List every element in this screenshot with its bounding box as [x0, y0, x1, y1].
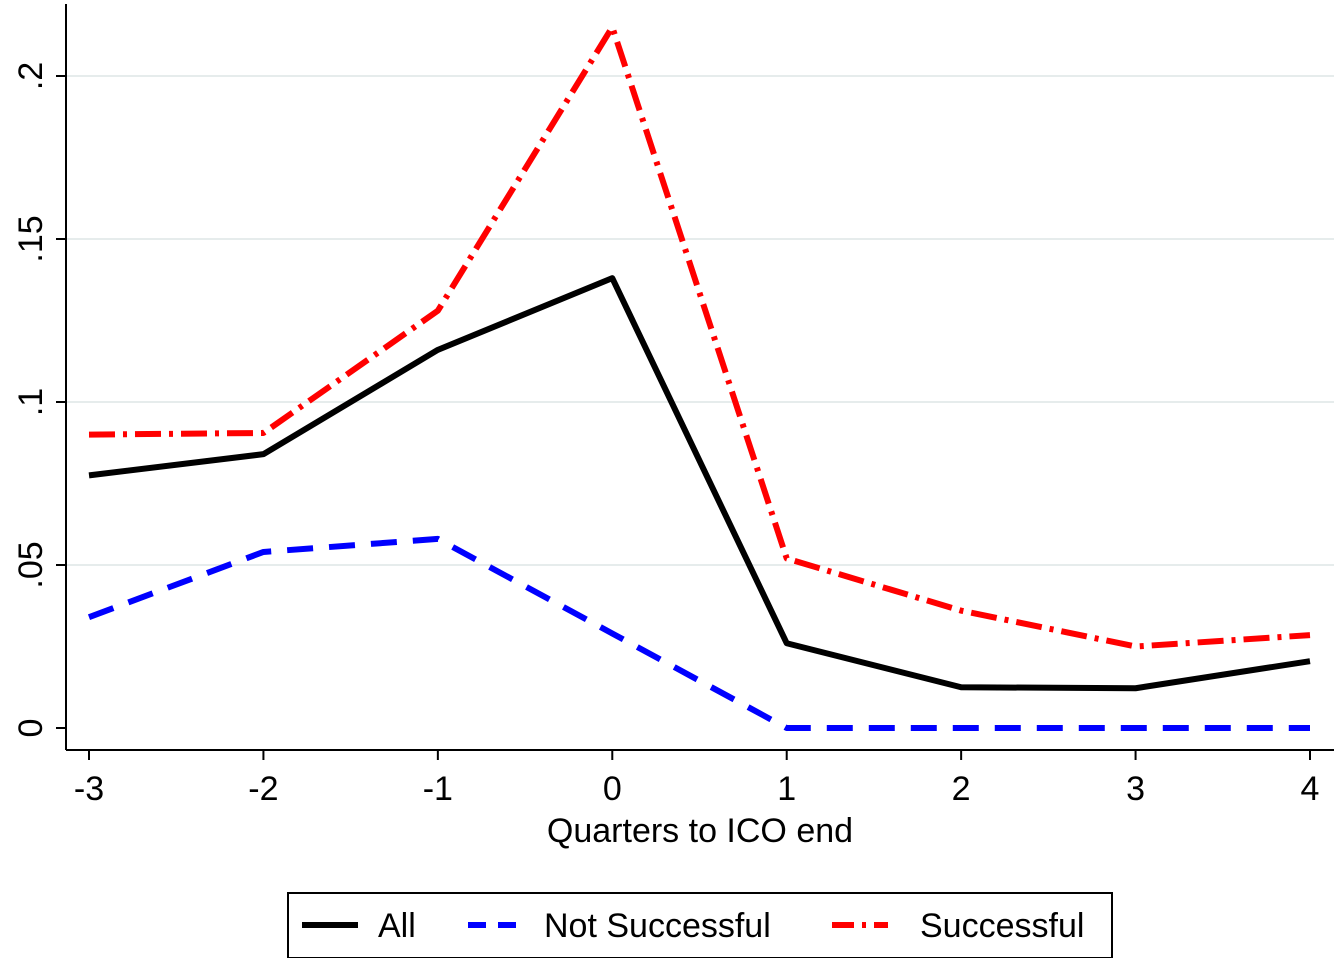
x-tick-label: 4 [1301, 770, 1320, 808]
x-tick-label: 3 [1126, 770, 1145, 808]
y-tick-label: .05 [12, 541, 50, 588]
legend-box [287, 892, 1113, 958]
grid-lines [67, 75, 1334, 566]
series-line-not-successful [87, 535, 1310, 731]
y-tick-label: 0 [12, 719, 50, 738]
legend: All Not Successful Successful [287, 892, 1113, 958]
y-tick-label: .15 [12, 215, 50, 262]
x-tick-label: 2 [952, 770, 971, 808]
y-ticks: 0 .05 .1 .15 .2 [12, 62, 66, 738]
x-axis-title: Quarters to ICO end [547, 812, 853, 850]
legend-label: Successful [920, 907, 1084, 945]
x-tick-label: 0 [603, 770, 622, 808]
x-ticks: -3 -2 -1 0 1 2 3 4 [74, 750, 1320, 808]
series-lines [87, 24, 1311, 731]
x-tick-label: 1 [777, 770, 796, 808]
series-line-all [88, 275, 1311, 692]
y-tick-label: .2 [12, 62, 50, 90]
axes [65, 4, 1334, 751]
x-tick-label: -3 [74, 770, 104, 808]
y-tick-label: .1 [12, 388, 50, 416]
series-line-successful [88, 24, 1311, 650]
x-tick-label: -1 [423, 770, 453, 808]
legend-label: All [378, 907, 416, 945]
legend-label: Not Successful [544, 907, 771, 945]
x-tick-label: -2 [248, 770, 278, 808]
